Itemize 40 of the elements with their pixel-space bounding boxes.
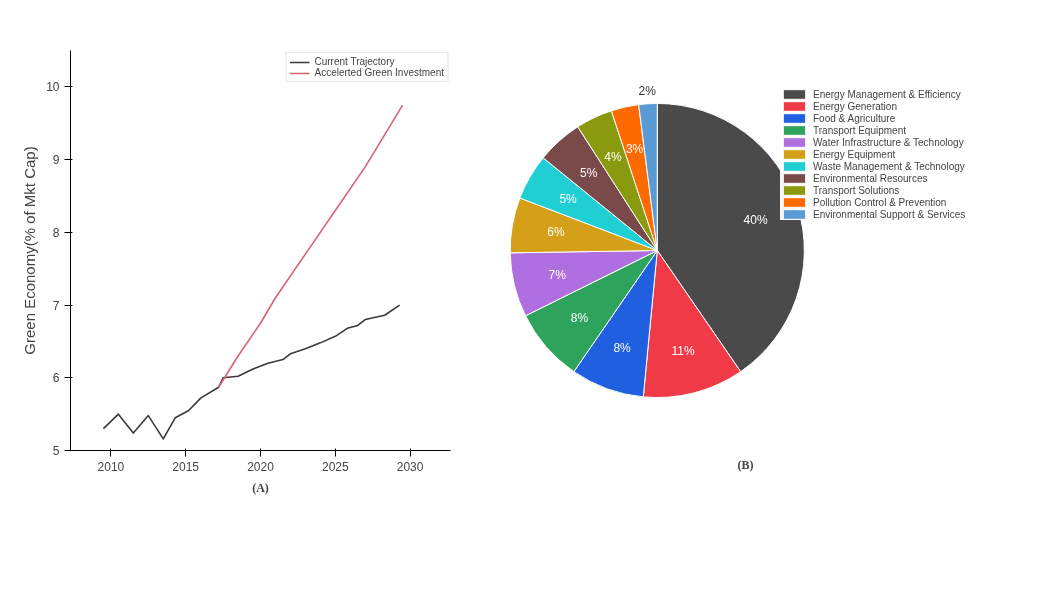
data-label: 40% <box>743 212 768 227</box>
legend-label: Transport Equipment <box>813 124 907 136</box>
line-series <box>217 104 404 389</box>
x-tick-label: 2010 <box>97 459 125 474</box>
data-label: 3% <box>625 142 644 157</box>
y-tick-label: 10 <box>46 80 60 95</box>
data-label: 7% <box>548 267 567 282</box>
y-axis-title: Green Economy(% of Mkt Cap) <box>21 146 39 355</box>
line-series <box>102 304 401 440</box>
legend-label: Accelerted Green Investment <box>314 67 444 78</box>
data-label: 11% <box>671 343 696 358</box>
legend-label: Energy Management & Efficiency <box>813 88 961 100</box>
legend-label: Pollution Control & Prevention <box>813 196 947 208</box>
data-label: 2% <box>638 83 657 98</box>
x-tick-label: 2020 <box>247 459 275 474</box>
data-label: 5% <box>559 191 578 206</box>
x-tick-label: 2015 <box>172 459 200 474</box>
data-label: 6% <box>547 225 565 240</box>
legend-label: Waste Management & Technology <box>813 160 965 172</box>
data-label: 8% <box>613 340 632 355</box>
y-tick-label: 5 <box>52 444 60 458</box>
data-label: 4% <box>604 149 623 164</box>
legend-label: Energy Generation <box>813 100 897 112</box>
legend-label: Water Infrastructure & Technology <box>813 136 964 148</box>
y-tick-label: 9 <box>52 153 60 168</box>
y-tick-label: 7 <box>52 298 60 313</box>
x-tick-label: 2025 <box>321 459 349 474</box>
legend-label: Transport Solutions <box>813 184 900 196</box>
x-tick-label: 2030 <box>396 459 424 474</box>
data-label: 8% <box>570 311 589 326</box>
legend-label: Current Trajectory <box>314 56 395 67</box>
text: (B) <box>737 457 754 472</box>
legend-label: Environmental Resources <box>813 172 928 184</box>
legend-label: Energy Equipment <box>813 148 896 160</box>
y-tick-label: 8 <box>52 225 60 240</box>
legend-label: Food & Agriculture <box>813 112 896 124</box>
text: (A) <box>252 480 269 495</box>
y-tick-label: 6 <box>52 371 60 386</box>
legend-label: Environmental Support & Services <box>813 208 966 220</box>
data-label: 5% <box>579 166 598 181</box>
